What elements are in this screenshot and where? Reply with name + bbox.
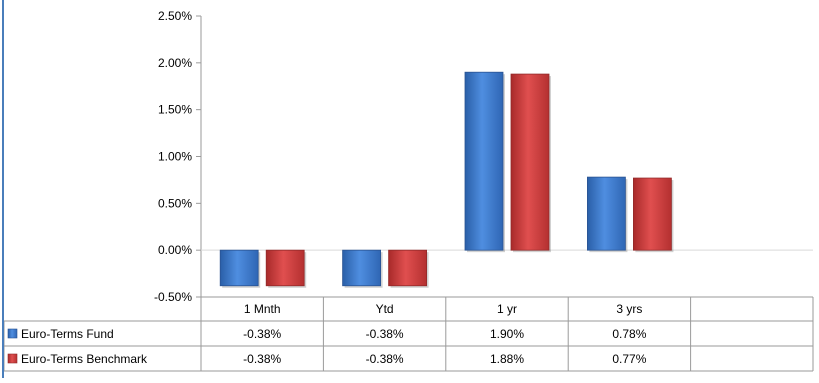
- y-tick-label: -0.50%: [154, 290, 192, 304]
- x-category-label: 1 yr: [497, 302, 517, 316]
- y-tick-label: 0.50%: [158, 196, 192, 210]
- x-category-label: 1 Mnth: [244, 302, 281, 316]
- data-label-benchmark: -0.38%: [366, 352, 404, 366]
- data-label-fund: -0.38%: [243, 327, 281, 341]
- bar-benchmark: [633, 178, 671, 250]
- data-label-benchmark: 1.88%: [490, 352, 524, 366]
- x-category-label: Ytd: [376, 302, 394, 316]
- bar-fund: [587, 177, 625, 250]
- y-tick-label: 2.50%: [158, 9, 192, 23]
- y-tick-label: 0.00%: [158, 243, 192, 257]
- legend-key-fund: [8, 329, 17, 338]
- data-label-fund: -0.38%: [366, 327, 404, 341]
- data-label-fund: 1.90%: [490, 327, 524, 341]
- bar-benchmark: [389, 250, 427, 286]
- data-label-benchmark: 0.77%: [612, 352, 646, 366]
- bar-fund: [343, 250, 381, 286]
- bar-fund: [465, 72, 503, 250]
- bar-fund: [220, 250, 258, 286]
- legend-label-benchmark: Euro-Terms Benchmark: [21, 352, 148, 366]
- bar-benchmark: [511, 74, 549, 250]
- data-label-benchmark: -0.38%: [243, 352, 281, 366]
- y-tick-label: 1.00%: [158, 150, 192, 164]
- y-tick-label: 2.00%: [158, 56, 192, 70]
- x-category-label: 3 yrs: [616, 302, 642, 316]
- legend-key-benchmark: [8, 354, 17, 363]
- y-tick-label: 1.50%: [158, 103, 192, 117]
- chart-border: [2, 0, 4, 378]
- bar-benchmark: [266, 250, 304, 286]
- legend-label-fund: Euro-Terms Fund: [21, 327, 114, 341]
- data-label-fund: 0.78%: [612, 327, 646, 341]
